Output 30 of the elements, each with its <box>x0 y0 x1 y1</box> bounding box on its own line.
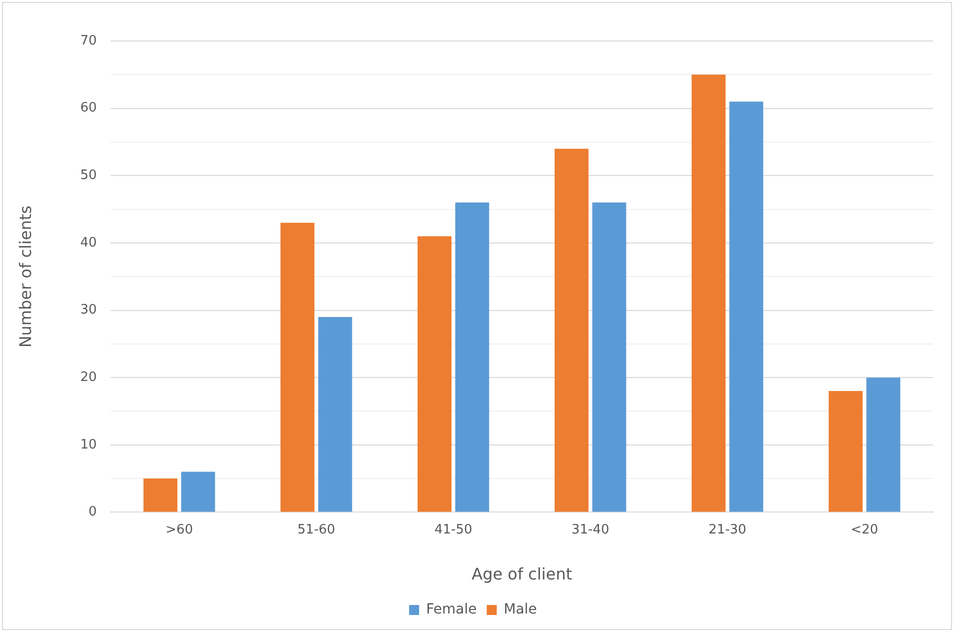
y-tick-label: 50 <box>80 168 97 184</box>
y-tick-label: 40 <box>80 235 97 250</box>
bar <box>143 478 178 512</box>
y-tick-label: 0 <box>88 504 97 520</box>
y-tick-label: 30 <box>80 302 97 318</box>
x-tick-label: >60 <box>166 522 193 538</box>
y-tick-label: 10 <box>80 437 97 452</box>
y-tick-label: 20 <box>80 370 97 385</box>
bar <box>592 202 626 512</box>
x-tick-label: 51-60 <box>297 522 336 538</box>
bar <box>828 391 863 512</box>
y-tick-label: 70 <box>80 33 97 48</box>
y-axis-title: Number of clients <box>16 206 35 348</box>
bar <box>729 102 764 512</box>
bar <box>318 316 352 512</box>
x-tick-label: <20 <box>850 522 878 538</box>
x-tick-label: 31-40 <box>572 522 610 538</box>
legend-label: Male <box>504 602 537 618</box>
bar <box>418 236 452 512</box>
x-tick-label: 21-30 <box>708 522 746 538</box>
bar <box>455 202 490 512</box>
x-axis-title: Age of client <box>472 564 572 584</box>
bar <box>280 222 314 512</box>
bar <box>181 472 216 512</box>
bar <box>554 148 589 512</box>
y-tick-label: 60 <box>80 100 97 116</box>
bar <box>866 378 900 512</box>
x-tick-label: 41-50 <box>434 522 472 538</box>
legend-label: Female <box>426 602 477 618</box>
bar <box>692 74 726 512</box>
